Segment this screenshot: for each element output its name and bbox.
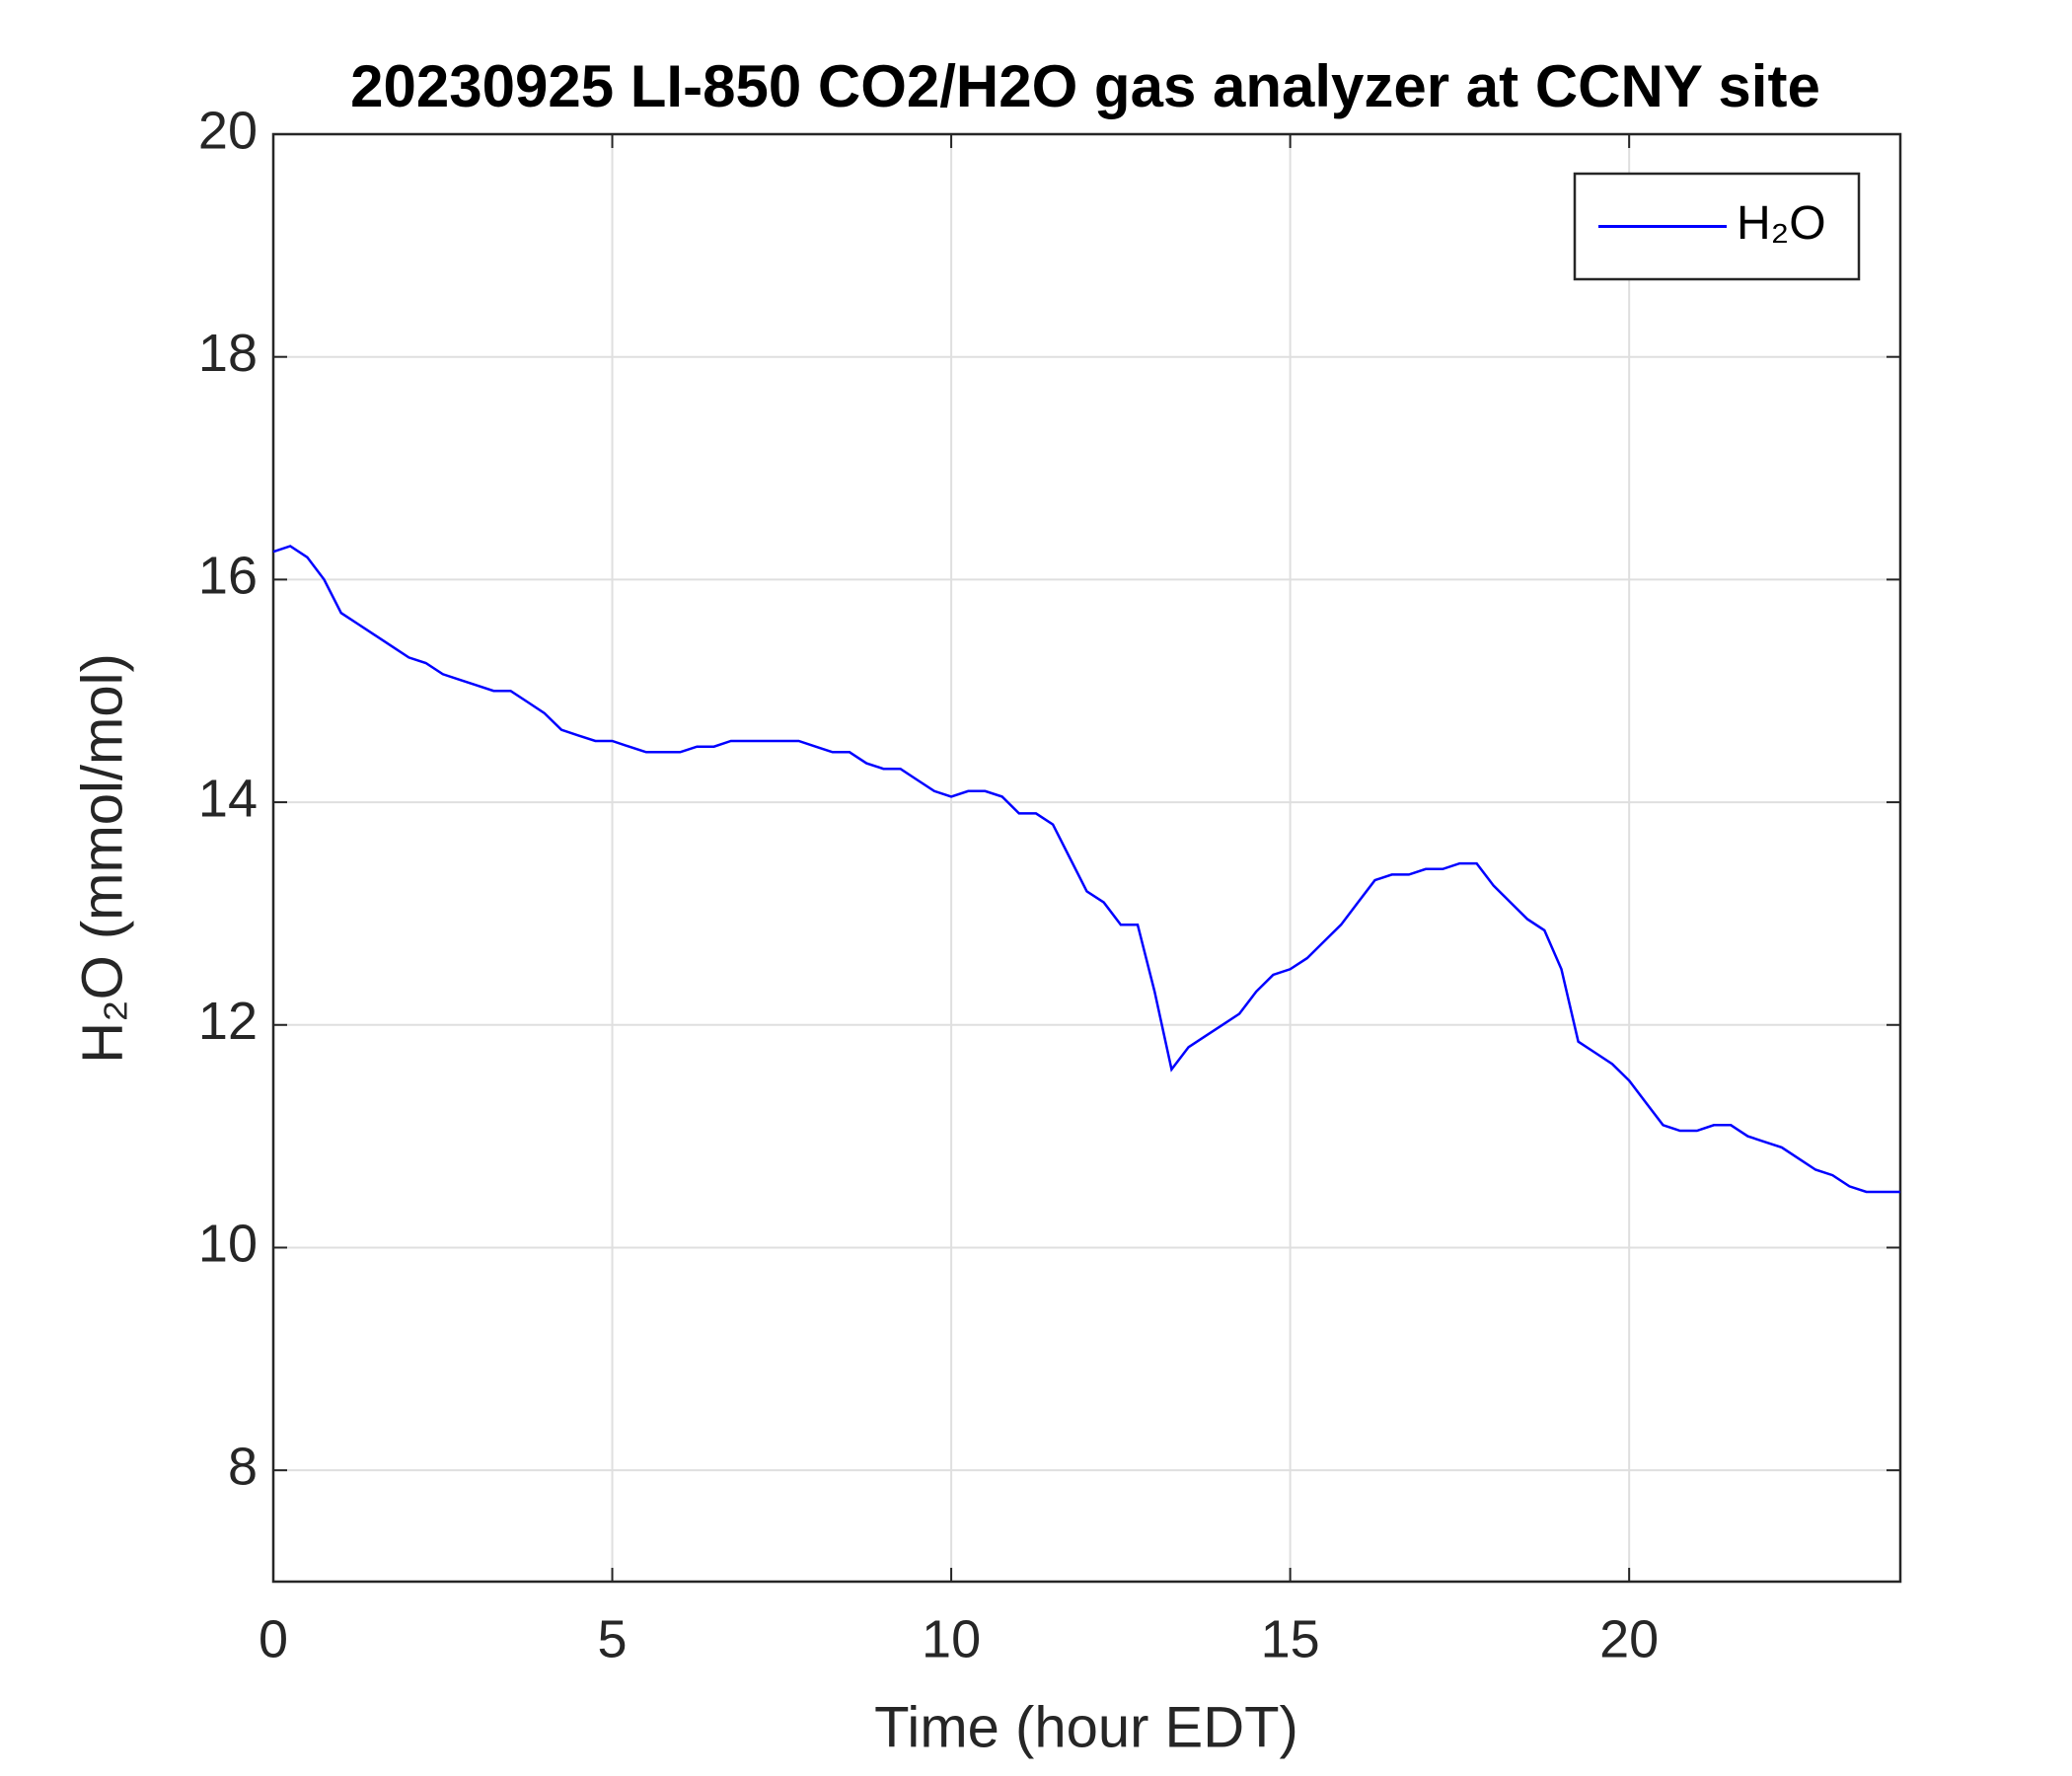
data-line: [272, 545, 1900, 1194]
y-tick-label: 10: [198, 1215, 258, 1274]
y-tick-label: 14: [198, 769, 258, 828]
y-tick-label: 18: [198, 324, 258, 383]
chart-title: 20230925 LI-850 CO2/H2O gas analyzer at …: [350, 53, 1820, 119]
x-axis-label: Time (hour EDT): [874, 1695, 1298, 1759]
plot-frame: [271, 132, 1902, 1584]
legend-label: H₂O: [1737, 197, 1826, 250]
y-axis-label: H₂O (mmol/mol): [70, 653, 134, 1064]
y-tick-label: 12: [198, 992, 258, 1051]
x-tick-label: 10: [922, 1609, 981, 1668]
y-tick-label: 16: [198, 547, 258, 606]
y-tick-label: 8: [228, 1437, 258, 1496]
x-tick-label: 0: [259, 1609, 288, 1668]
y-tick-label: 20: [198, 101, 258, 160]
x-tick-label: 15: [1261, 1609, 1320, 1668]
x-tick-label: 20: [1599, 1609, 1659, 1668]
x-tick-label: 5: [598, 1609, 628, 1668]
